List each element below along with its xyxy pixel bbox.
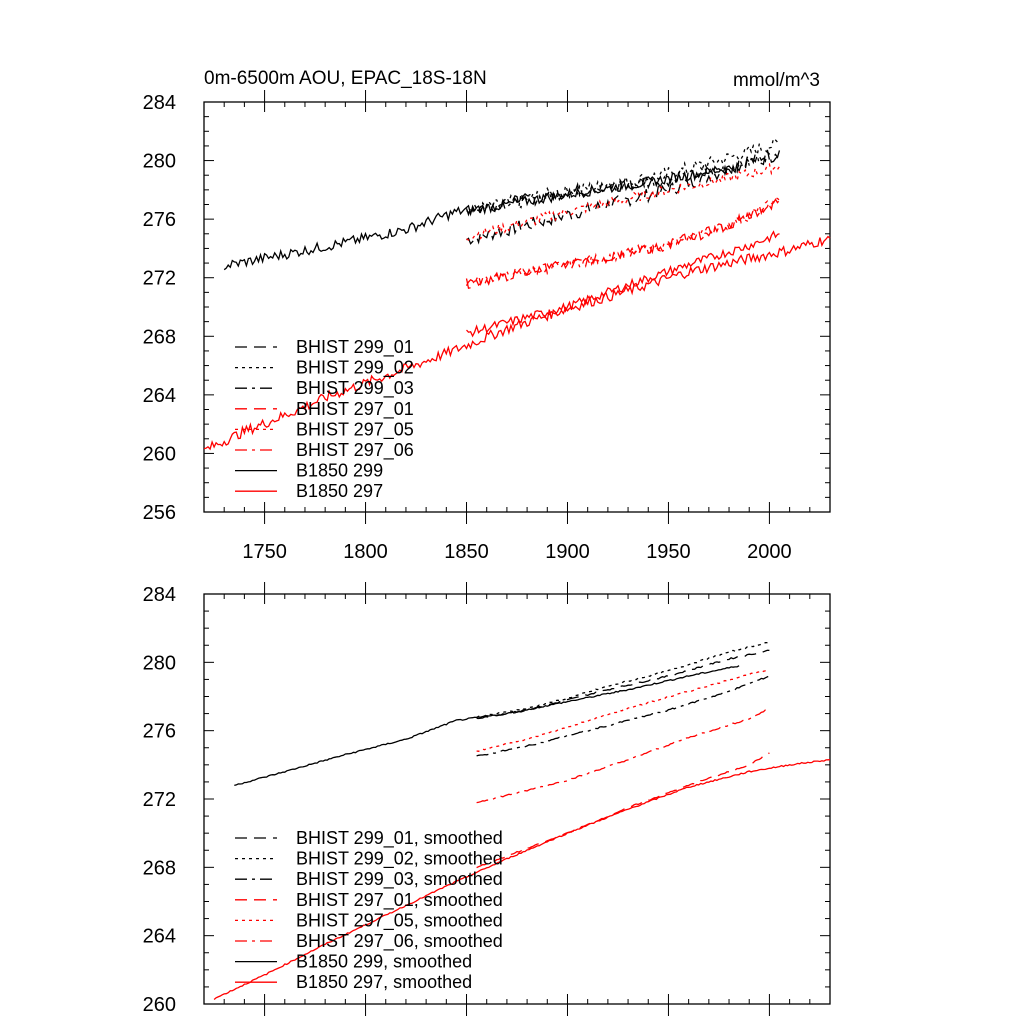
legend-label: BHIST 299_02 bbox=[296, 358, 414, 379]
legend-label: BHIST 297_06, smoothed bbox=[296, 931, 503, 952]
series-line bbox=[476, 752, 770, 869]
x-tick-label: 1750 bbox=[242, 541, 287, 563]
x-tick-label: 1900 bbox=[545, 541, 590, 563]
legend-label: BHIST 297_01 bbox=[296, 399, 414, 420]
y-tick-label: 256 bbox=[143, 502, 176, 524]
y-tick-label: 280 bbox=[143, 652, 176, 674]
x-tick-label: 1950 bbox=[646, 541, 691, 563]
y-tick-label: 264 bbox=[143, 926, 176, 948]
legend-label: BHIST 297_06 bbox=[296, 440, 414, 461]
legend-label: BHIST 299_01, smoothed bbox=[296, 828, 503, 849]
series-line bbox=[466, 137, 780, 216]
legend-label: BHIST 297_05, smoothed bbox=[296, 910, 503, 931]
series-line bbox=[465, 150, 781, 217]
series-line bbox=[476, 675, 770, 757]
series-line bbox=[465, 198, 781, 289]
units-label: mmol/m^3 bbox=[733, 70, 820, 91]
series-line bbox=[465, 197, 780, 287]
y-tick-label: 284 bbox=[143, 584, 176, 606]
legend-label: B1850 299 bbox=[296, 461, 383, 481]
bottom-panel: 260 264 268 272 276 280 284 BHIST 299_01, smoot… bbox=[143, 582, 831, 1016]
y-tick-label: 284 bbox=[143, 92, 176, 114]
series-line bbox=[203, 235, 831, 451]
y-tick-label: 272 bbox=[143, 789, 176, 811]
legend-label: BHIST 297_05 bbox=[296, 419, 414, 440]
chart-title: 0m-6500m AOU, EPAC_18S-18N bbox=[204, 68, 487, 89]
series-line bbox=[476, 707, 770, 804]
top-panel: 1750 1800 1850 1900 1950 2000 256 260 264 268 272 2… bbox=[143, 90, 831, 563]
series-line bbox=[476, 649, 770, 720]
x-tick-label: 2000 bbox=[747, 541, 792, 563]
y-tick-label: 260 bbox=[143, 443, 176, 465]
legend-label: BHIST 297_01, smoothed bbox=[296, 890, 503, 911]
legend-label: BHIST 299_02, smoothed bbox=[296, 849, 503, 870]
series-line bbox=[476, 641, 770, 719]
legend-label: BHIST 299_03 bbox=[296, 378, 414, 399]
y-tick-label: 268 bbox=[143, 326, 176, 348]
legend-label: B1850 299, smoothed bbox=[296, 952, 472, 972]
series-line bbox=[466, 230, 780, 338]
y-tick-label: 272 bbox=[143, 268, 176, 290]
legend-label: B1850 297, smoothed bbox=[296, 972, 472, 992]
y-tick-label: 260 bbox=[143, 994, 176, 1016]
legend-label: BHIST 299_03, smoothed bbox=[296, 869, 503, 890]
y-tick-label: 264 bbox=[143, 385, 176, 407]
series-line bbox=[466, 163, 781, 241]
x-tick-label: 1800 bbox=[343, 541, 388, 563]
legend-label: B1850 297 bbox=[296, 481, 383, 501]
y-tick-label: 280 bbox=[143, 151, 176, 173]
legend-label: BHIST 299_01 bbox=[296, 337, 414, 358]
y-tick-label: 276 bbox=[143, 721, 176, 743]
y-tick-label: 268 bbox=[143, 857, 176, 879]
series-line bbox=[476, 670, 770, 752]
series-line bbox=[466, 149, 781, 245]
series-line bbox=[213, 759, 831, 1000]
series-line bbox=[223, 161, 740, 271]
x-tick-label: 1850 bbox=[444, 541, 489, 563]
series-line bbox=[234, 665, 740, 787]
y-tick-label: 276 bbox=[143, 209, 176, 231]
